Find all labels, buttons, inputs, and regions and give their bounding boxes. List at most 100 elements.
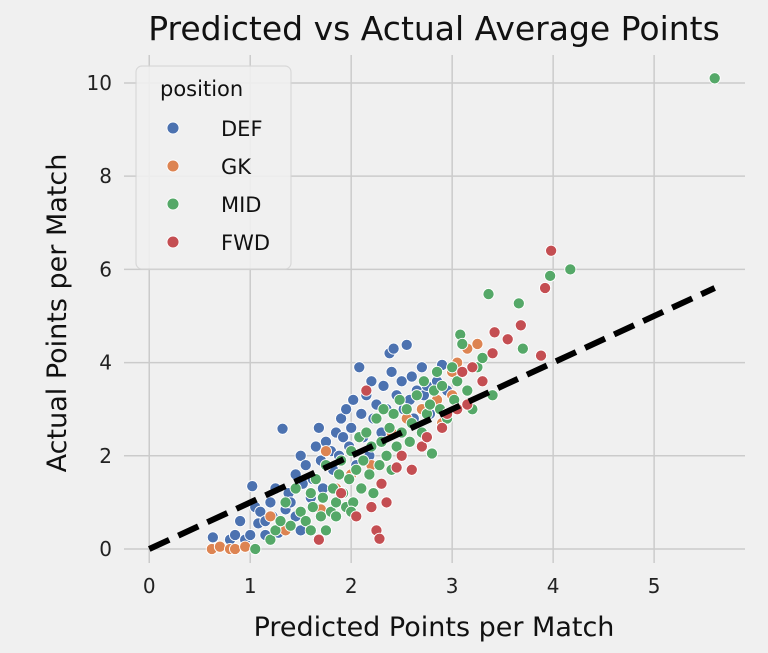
legend-label-mid: MID [221, 193, 261, 217]
y-tick-label: 8 [99, 164, 112, 188]
data-point-mid [430, 365, 444, 378]
x-tick-label: 5 [648, 574, 661, 598]
y-tick-label: 6 [99, 257, 112, 281]
data-point-def [276, 422, 289, 435]
data-point-def [309, 440, 322, 453]
x-tick-labels: 0 1 2 3 4 5 [143, 574, 661, 598]
data-point-mid [294, 505, 307, 518]
reference-line [147, 285, 716, 552]
x-tick-label: 0 [143, 574, 156, 598]
legend-marker-mid [166, 197, 180, 211]
data-point-gk [213, 540, 226, 553]
data-point-def [347, 393, 360, 406]
data-point-mid [264, 533, 277, 546]
data-point-mid [319, 524, 333, 537]
data-point-def [415, 361, 428, 374]
data-point-fwd [312, 533, 325, 546]
data-point-def [335, 412, 348, 425]
data-point-def [337, 431, 350, 444]
data-point-def [345, 421, 358, 434]
data-point-gk [239, 540, 252, 553]
data-point-mid [370, 412, 383, 425]
legend-items: DEF GK MID FWD [166, 117, 270, 255]
legend-marker-def [166, 121, 180, 135]
data-point-def [395, 375, 408, 388]
data-point-def [206, 531, 219, 544]
data-point-mid [314, 510, 327, 523]
data-point-def [234, 515, 247, 528]
data-point-mid [357, 454, 370, 467]
x-axis-label: Predicted Points per Match [254, 612, 615, 643]
data-point-mid [355, 482, 368, 495]
data-point-fwd [390, 461, 403, 474]
data-point-fwd [360, 384, 373, 397]
data-point-fwd [514, 319, 527, 332]
data-point-mid [417, 375, 430, 388]
data-point-fwd [501, 333, 514, 346]
data-point-mid [393, 393, 406, 406]
data-point-mid [451, 375, 464, 388]
data-point-mid [306, 501, 319, 514]
y-tick-label: 4 [99, 351, 112, 375]
data-point-mid [544, 269, 557, 282]
data-point-mid [708, 72, 721, 85]
x-tick-label: 1 [244, 574, 257, 598]
data-point-mid [329, 496, 343, 509]
data-point-fwd [545, 244, 558, 257]
data-point-mid [461, 384, 474, 397]
data-point-mid [390, 440, 403, 453]
data-point-fwd [365, 501, 378, 514]
data-point-mid [373, 459, 386, 472]
data-point-mid [367, 487, 380, 500]
data-point-fwd [350, 510, 363, 523]
y-tick-label: 10 [87, 71, 112, 95]
legend-label-gk: GK [221, 155, 252, 179]
data-point-mid [274, 515, 287, 528]
data-point-def [340, 403, 353, 416]
y-tick-labels: 0 2 4 6 8 10 [87, 71, 112, 561]
data-point-mid [380, 449, 393, 462]
data-point-fwd [436, 421, 449, 434]
legend-box [135, 65, 292, 270]
legend-label-def: DEF [221, 117, 263, 141]
data-point-def [353, 361, 366, 374]
data-point-mid [360, 426, 373, 439]
legend-marker-gk [166, 159, 180, 173]
data-point-def [246, 480, 259, 493]
data-point-mid [400, 403, 413, 416]
data-point-mid [350, 463, 363, 476]
data-point-mid [383, 421, 396, 434]
data-point-fwd [420, 431, 433, 444]
data-point-gk [264, 510, 277, 523]
data-point-def [387, 342, 400, 355]
data-point-fwd [539, 281, 552, 295]
data-point-def [355, 407, 368, 420]
data-point-fwd [395, 449, 408, 462]
data-point-mid [387, 407, 400, 420]
data-point-fwd [476, 375, 489, 388]
data-point-mid [299, 515, 312, 528]
data-point-fwd [373, 532, 386, 545]
data-point-fwd [335, 487, 348, 500]
data-point-fwd [375, 477, 388, 490]
data-point-mid [363, 468, 376, 481]
data-point-gk [319, 445, 333, 458]
data-points [205, 72, 721, 556]
data-point-mid [329, 510, 343, 523]
data-point-mid [403, 435, 416, 448]
data-point-fwd [534, 349, 548, 362]
data-point-def [244, 528, 257, 542]
legend: position DEF GK MID FWD [135, 65, 292, 270]
data-point-fwd [405, 463, 418, 476]
data-point-mid [333, 468, 346, 481]
y-tick-label: 0 [99, 537, 112, 561]
data-point-mid [410, 389, 423, 402]
data-point-mid [284, 519, 297, 532]
chart-title: Predicted vs Actual Average Points [148, 9, 720, 48]
x-tick-label: 3 [446, 574, 459, 598]
data-point-def [254, 505, 267, 518]
data-point-def [405, 370, 418, 383]
data-point-mid [269, 524, 282, 537]
data-point-mid [304, 524, 317, 537]
